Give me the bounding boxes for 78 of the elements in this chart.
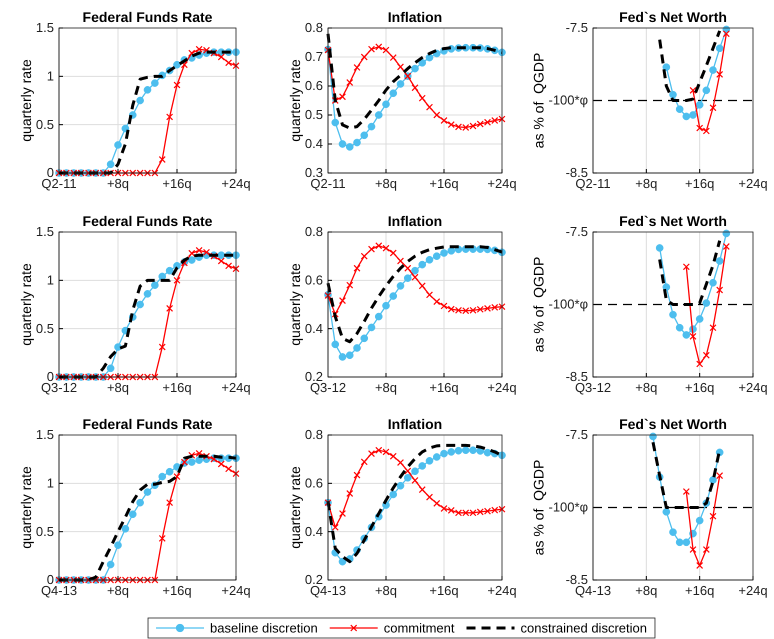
- y-tick-label: 1.5: [36, 224, 54, 240]
- x-tick-label: +24q: [738, 380, 768, 396]
- y-axis-title: as % of QGDP: [530, 52, 546, 148]
- x-tick-label: +24q: [487, 583, 517, 598]
- x-tick-label: +24q: [221, 583, 251, 598]
- x-tick-label: +16q: [429, 583, 459, 598]
- y-tick-label: 0.4: [304, 320, 323, 336]
- x-tick-label: +24q: [738, 583, 768, 598]
- x-tick-label: +16q: [685, 583, 714, 598]
- x-tick-label: +8q: [635, 380, 658, 396]
- chart-title: Fed`s Net Worth: [619, 213, 727, 229]
- y-tick-label: 1.5: [36, 20, 54, 36]
- x-tick-label: +8q: [106, 583, 130, 598]
- chart-title: Federal Funds Rate: [82, 416, 213, 432]
- ref-line-label: -100*φ: [548, 296, 588, 312]
- chart-title: Federal Funds Rate: [82, 9, 213, 25]
- ref-line-label: -100*φ: [548, 500, 588, 515]
- x-tick-label: +8q: [635, 176, 658, 192]
- chart-title: Fed`s Net Worth: [619, 9, 727, 25]
- ref-line-label: -100*φ: [548, 92, 588, 108]
- y-tick-label: 1: [46, 272, 54, 288]
- x-tick-label: +16q: [162, 583, 192, 598]
- y-tick-label: -7.5: [566, 427, 588, 442]
- y-tick-label: 0.8: [304, 224, 323, 240]
- y-tick-label: -7.5: [566, 224, 588, 240]
- chart-title: Inflation: [388, 9, 442, 25]
- x-tick-label: +16q: [685, 380, 714, 396]
- y-axis-title: quarterly rate: [18, 263, 34, 346]
- y-tick-label: 0.5: [36, 116, 54, 132]
- x-tick-label: Q3-12: [310, 380, 346, 396]
- x-tick-label: +24q: [738, 176, 768, 192]
- chart-title: Federal Funds Rate: [82, 213, 213, 229]
- x-tick-label: +8q: [106, 176, 130, 192]
- y-tick-label: 0.8: [304, 20, 323, 36]
- x-tick-label: Q3-12: [574, 380, 612, 396]
- y-tick-label: 0.8: [304, 427, 323, 442]
- x-tick-label: +24q: [221, 176, 251, 192]
- legend-label: baseline discretion: [210, 620, 318, 636]
- y-tick-label: 1: [46, 68, 54, 84]
- x-tick-label: +8q: [635, 583, 658, 598]
- y-axis-title: quarterly rate: [286, 263, 303, 346]
- y-axis-title: quarterly rate: [286, 466, 303, 549]
- x-tick-label: +16q: [162, 380, 192, 396]
- y-axis-title: quarterly rate: [18, 466, 34, 549]
- x-tick-label: Q4-13: [310, 583, 346, 598]
- x-tick-label: +24q: [487, 176, 517, 192]
- y-tick-label: 0.5: [36, 524, 54, 539]
- x-tick-label: +8q: [374, 176, 398, 192]
- y-tick-label: 0.4: [304, 136, 323, 152]
- y-tick-label: 0.5: [36, 320, 54, 336]
- chart-title: Inflation: [388, 213, 442, 229]
- x-tick-label: +16q: [429, 176, 459, 192]
- x-tick-label: +16q: [685, 176, 714, 192]
- y-tick-label: 0.4: [304, 524, 323, 539]
- y-tick-label: 0.5: [304, 107, 323, 122]
- y-axis-title: quarterly rate: [18, 59, 34, 142]
- x-tick-label: +8q: [106, 380, 130, 396]
- chart-title: Inflation: [388, 416, 442, 432]
- y-tick-label: 1: [46, 475, 54, 490]
- x-tick-label: +24q: [487, 380, 517, 396]
- y-axis-title: as % of QGDP: [530, 256, 546, 352]
- x-tick-label: +24q: [221, 380, 251, 396]
- y-tick-label: 0.6: [304, 272, 323, 288]
- legend-label: constrained discretion: [520, 620, 647, 636]
- x-tick-label: +16q: [429, 380, 459, 396]
- x-tick-label: +8q: [374, 583, 398, 598]
- y-axis-title: quarterly rate: [286, 59, 303, 142]
- y-tick-label: 0.6: [304, 78, 323, 94]
- legend-label: commitment: [384, 620, 455, 636]
- y-axis-title: as % of QGDP: [530, 460, 546, 556]
- chart-title: Fed`s Net Worth: [619, 416, 727, 432]
- x-tick-label: Q4-13: [574, 583, 612, 598]
- x-tick-label: +16q: [162, 176, 192, 192]
- y-tick-label: 0.7: [304, 49, 323, 64]
- x-tick-label: +8q: [374, 380, 398, 396]
- y-tick-label: 1.5: [36, 427, 54, 442]
- y-tick-label: -7.5: [566, 20, 588, 36]
- y-tick-label: 0.6: [304, 475, 323, 490]
